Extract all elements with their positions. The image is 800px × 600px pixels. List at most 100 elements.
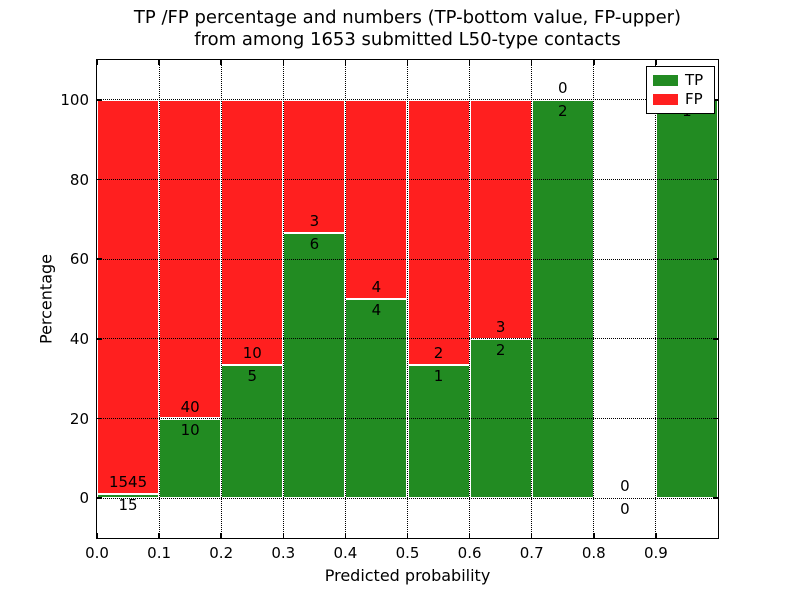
- fp-count-label: 10: [242, 344, 262, 363]
- x-tick-mark-top: [158, 60, 160, 65]
- y-tick-mark-right: [713, 497, 718, 499]
- gridline-vertical: [344, 60, 346, 538]
- bar-segment-tp: [531, 99, 594, 499]
- x-tick-mark-top: [468, 60, 471, 65]
- y-tick-mark-right: [713, 99, 718, 101]
- tp-count-label: 2: [557, 101, 568, 120]
- y-tick-label: 60: [69, 250, 89, 269]
- fp-count-label: 0: [620, 477, 630, 496]
- y-tick-mark: [97, 178, 102, 181]
- x-tick-mark-top: [530, 60, 533, 65]
- legend-label: TP: [685, 71, 704, 89]
- bar-segment-fp: [469, 99, 532, 339]
- y-tick-mark: [97, 258, 102, 260]
- fp-count-label: 4: [371, 278, 382, 296]
- x-tick-mark-top: [220, 60, 222, 65]
- legend-entry: FP: [653, 92, 708, 107]
- y-tick-mark: [97, 417, 102, 420]
- tp-count-label: 0: [620, 500, 630, 519]
- y-tick-mark-right: [713, 178, 718, 181]
- gridline-vertical: [655, 60, 657, 538]
- x-tick-label: 0.3: [271, 544, 296, 562]
- legend-label: FP: [685, 90, 703, 108]
- y-tick-label: 100: [60, 90, 89, 109]
- y-tick-mark-right: [713, 417, 718, 420]
- gridline-vertical: [158, 60, 160, 538]
- bar-segment-fp: [345, 99, 408, 299]
- x-tick-mark: [220, 533, 222, 538]
- chart-title-line1: TP /FP percentage and numbers (TP-bottom…: [133, 7, 682, 28]
- tp-count-label: 1: [433, 367, 444, 386]
- tp-count-label: 6: [309, 234, 320, 253]
- x-tick-label: 0.8: [581, 544, 606, 562]
- y-tick-mark: [97, 99, 102, 101]
- x-tick-label: 0.0: [85, 544, 109, 562]
- x-tick-mark-top: [282, 60, 285, 65]
- y-tick-mark-right: [713, 338, 718, 340]
- bar-segment-tp: [221, 365, 284, 499]
- y-tick-label: 80: [69, 170, 89, 189]
- fp-legend-swatch-icon: [653, 94, 678, 105]
- x-tick-mark: [593, 533, 595, 538]
- chart-title: TP /FP percentage and numbers (TP-bottom…: [97, 7, 718, 51]
- y-tick-mark: [97, 497, 102, 499]
- tp-count-label: 10: [180, 420, 200, 439]
- gridline-vertical: [282, 60, 284, 538]
- bar-segment-fp: [407, 99, 470, 366]
- x-tick-mark-top: [344, 60, 347, 65]
- tp-legend-swatch-icon: [653, 75, 678, 86]
- x-tick-label: 0.6: [457, 544, 482, 562]
- fp-count-label: 1545: [108, 473, 148, 492]
- gridline-vertical: [531, 60, 533, 538]
- x-tick-mark-top: [655, 60, 657, 65]
- fp-count-label: 40: [180, 397, 200, 416]
- bar-segment-tp: [407, 365, 470, 499]
- x-axis-label: Predicted probability: [324, 566, 491, 585]
- chart-title-line2: from among 1653 submitted L50-type conta…: [194, 29, 621, 50]
- x-tick-label: 0.4: [333, 544, 358, 562]
- y-tick-label: 40: [69, 329, 89, 348]
- fp-count-label: 3: [309, 211, 320, 230]
- x-tick-label: 0.9: [643, 544, 668, 562]
- x-tick-mark: [344, 533, 347, 538]
- bar-segment-tp: [655, 99, 718, 499]
- y-tick-mark-right: [713, 258, 718, 260]
- gridline-vertical: [469, 60, 471, 538]
- x-tick-mark: [282, 533, 285, 538]
- y-tick-label: 0: [79, 489, 89, 508]
- x-tick-label: 0.2: [209, 544, 234, 562]
- x-tick-mark: [655, 533, 657, 538]
- x-tick-mark-top: [593, 60, 595, 65]
- y-tick-mark: [97, 338, 102, 340]
- tp-count-label: 5: [247, 367, 258, 386]
- x-tick-mark: [530, 533, 533, 538]
- x-tick-mark: [158, 533, 160, 538]
- x-tick-mark: [96, 533, 98, 538]
- tp-count-label: 4: [371, 301, 382, 319]
- legend-box: TP FP: [646, 66, 715, 114]
- fp-count-label: 2: [433, 344, 444, 363]
- x-tick-mark: [468, 533, 471, 538]
- bar-segment-fp: [283, 99, 346, 233]
- gridline-vertical: [593, 60, 595, 538]
- x-tick-mark-top: [406, 60, 409, 65]
- x-tick-label: 0.1: [147, 544, 172, 562]
- gridline-vertical: [407, 60, 408, 538]
- gridline-vertical: [220, 60, 222, 538]
- x-tick-label: 0.7: [519, 544, 544, 562]
- bar-segment-tp: [345, 299, 408, 499]
- bar-segment-fp: [97, 99, 160, 495]
- bar-segment-tp: [283, 232, 346, 499]
- x-tick-mark: [406, 533, 409, 538]
- legend-entry: TP: [653, 73, 708, 88]
- bar-segment-fp: [221, 99, 284, 366]
- x-tick-label: 0.5: [395, 544, 420, 562]
- tp-count-label: 2: [495, 340, 506, 359]
- tp-count-label: 15: [118, 496, 138, 515]
- fp-count-label: 3: [495, 317, 506, 336]
- x-tick-mark-top: [96, 60, 98, 65]
- fp-count-label: 0: [557, 78, 568, 97]
- y-tick-label: 20: [69, 409, 89, 428]
